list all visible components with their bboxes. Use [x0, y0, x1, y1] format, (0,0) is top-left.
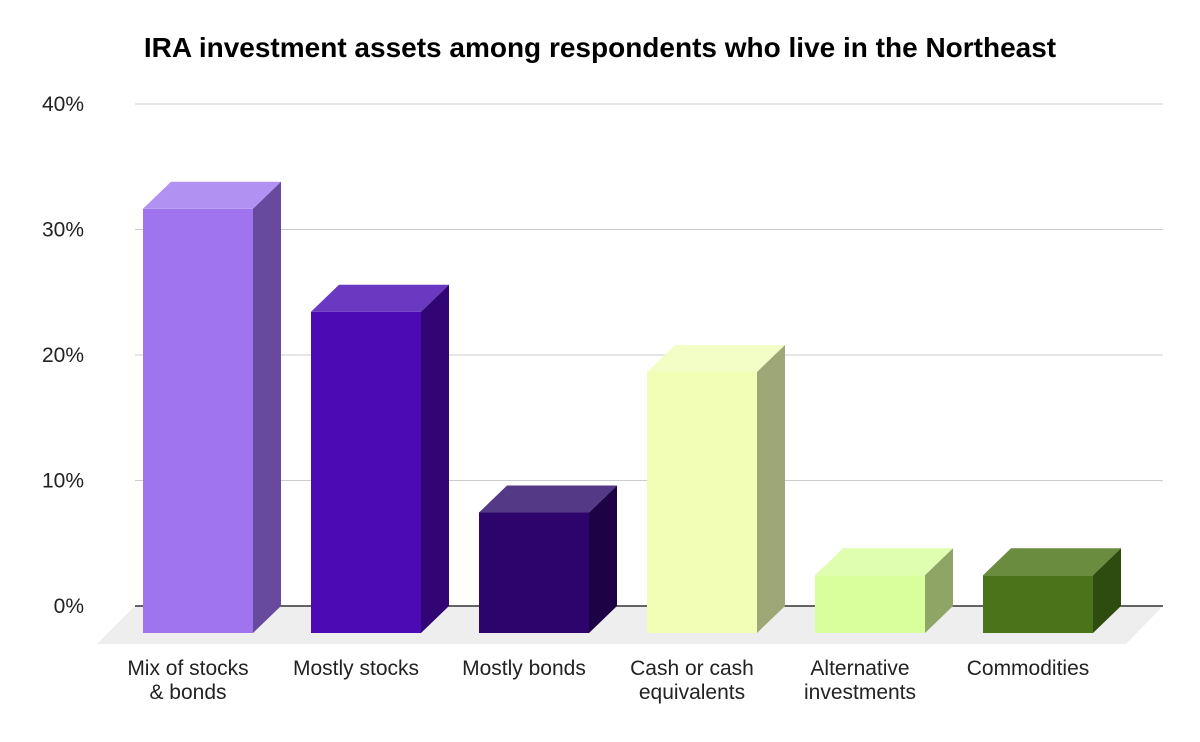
y-tick-label: 30%	[42, 219, 84, 242]
bar-front	[647, 371, 757, 633]
bar-side	[757, 344, 785, 633]
y-tick-label: 40%	[42, 93, 84, 116]
y-tick-label: 10%	[42, 470, 84, 493]
bar-top	[815, 548, 953, 576]
bar-top	[647, 344, 785, 372]
bar-side	[1093, 548, 1121, 633]
bar	[311, 284, 449, 633]
x-category-label: Alternative investments	[804, 657, 916, 704]
bar	[647, 344, 785, 633]
bars	[143, 181, 1121, 633]
x-category-label: Commodities	[967, 657, 1090, 680]
bar-front	[479, 512, 589, 633]
bar-side	[253, 181, 281, 633]
bar	[143, 181, 281, 633]
y-tick-label: 0%	[54, 595, 84, 618]
bar-front	[815, 575, 925, 633]
bar-side	[925, 548, 953, 633]
bar-side	[589, 485, 617, 633]
x-category-label: Mix of stocks & bonds	[127, 657, 248, 704]
bar-front	[143, 208, 253, 633]
x-category-label: Mostly stocks	[293, 657, 419, 680]
bar-top	[479, 485, 617, 513]
bar-front	[311, 311, 421, 633]
x-axis-labels: Mix of stocks & bonds Mostly stocks Mostly …	[127, 657, 1089, 704]
bar-side	[421, 284, 449, 633]
chart-title: IRA investment assets among respondents …	[143, 32, 1057, 63]
bar	[983, 548, 1121, 633]
x-category-label: Cash or cash equivalents	[630, 657, 754, 704]
bar-front	[983, 575, 1093, 633]
bar-top	[311, 284, 449, 312]
y-axis-ticks: 0% 10% 20% 30% 40%	[42, 93, 84, 618]
bar	[479, 485, 617, 633]
x-category-label: Mostly bonds	[462, 657, 586, 680]
bar-top	[143, 181, 281, 209]
bar	[815, 548, 953, 633]
y-tick-label: 20%	[42, 344, 84, 367]
bar-top	[983, 548, 1121, 576]
